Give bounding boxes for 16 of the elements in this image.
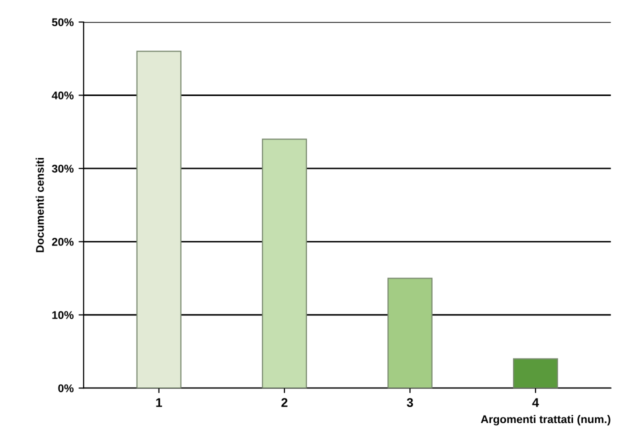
y-tick-label: 0% <box>58 384 74 392</box>
x-tick-label: 1 <box>156 398 162 407</box>
y-tick-label: 20% <box>52 238 74 246</box>
bar <box>136 50 182 388</box>
bar <box>262 138 307 388</box>
y-axis-title: Documenti censiti <box>36 158 44 252</box>
y-tick-label: 10% <box>52 311 74 320</box>
y-tick-label: 30% <box>52 164 74 173</box>
x-tick-label: 2 <box>281 398 288 407</box>
y-tick-label: 50% <box>52 18 74 26</box>
y-tick-label: 40% <box>52 92 74 100</box>
x-tick-label: 4 <box>532 398 539 407</box>
x-axis-title: Argomenti trattati (num.) <box>480 415 610 426</box>
bar <box>387 278 433 388</box>
bar <box>513 358 558 388</box>
x-tick-label: 3 <box>406 398 414 407</box>
